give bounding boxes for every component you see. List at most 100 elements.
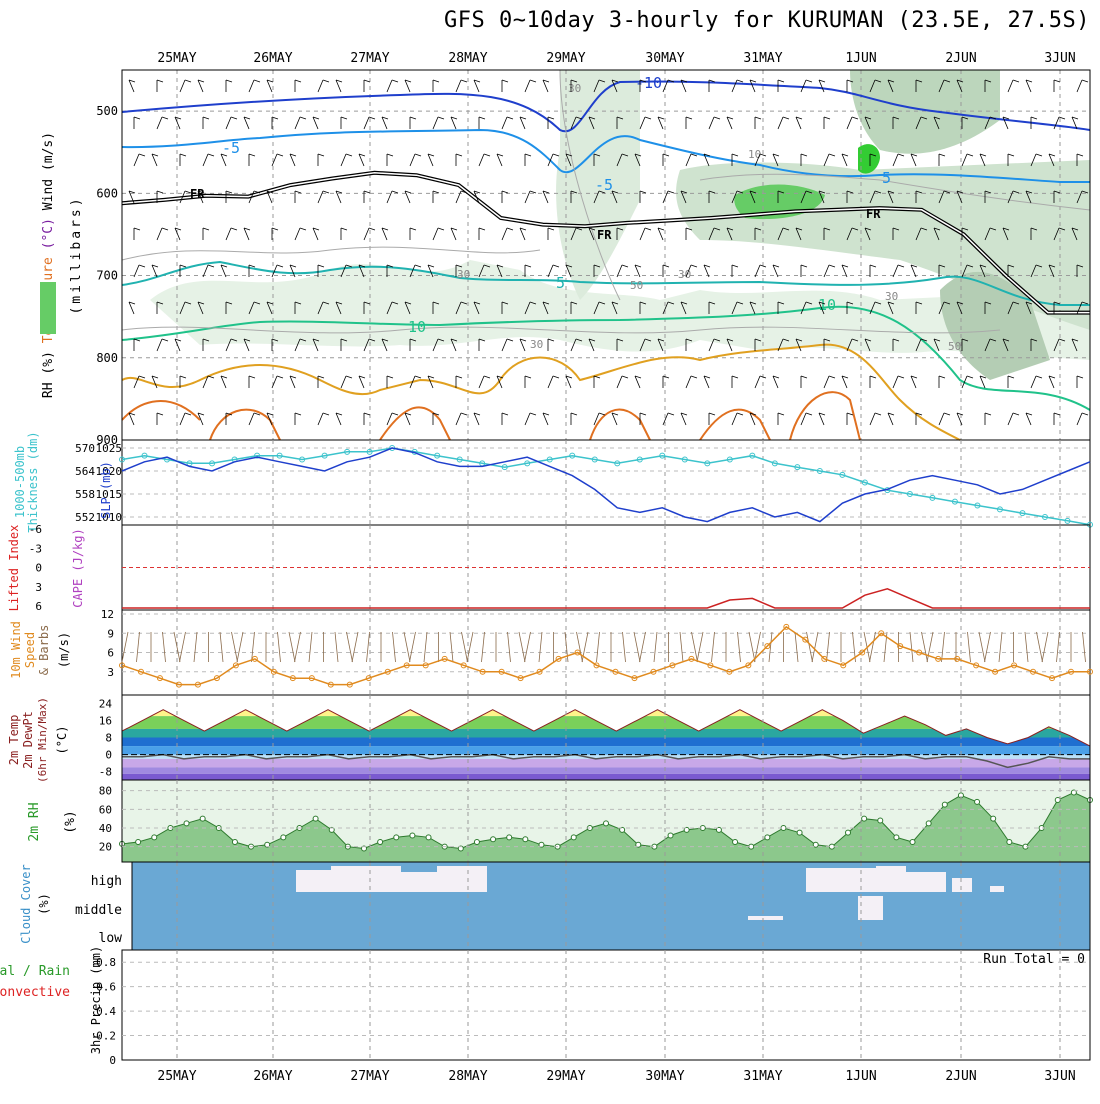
wind-barb-flag	[777, 79, 785, 83]
wind-barb	[1002, 227, 1009, 241]
rh-marker	[151, 834, 158, 841]
wind-barb	[961, 264, 968, 278]
wind-barb	[248, 190, 255, 204]
wind-barb	[266, 79, 273, 93]
wind-barb	[317, 190, 324, 204]
wind-barb	[869, 301, 876, 315]
rh-marker	[764, 834, 771, 841]
rh-marker	[990, 815, 997, 822]
wind-barb-10m	[622, 631, 626, 663]
wind-barb-flag	[667, 412, 675, 416]
wind-barb	[1076, 190, 1083, 204]
wind-barb	[611, 412, 618, 426]
wind-barb	[938, 79, 945, 93]
wind-barb	[639, 338, 646, 352]
wind-barb-flag	[381, 338, 389, 342]
wind-barb	[938, 301, 945, 315]
wind-barb-flag	[662, 375, 670, 379]
wind-barb-10m	[794, 631, 799, 663]
wind-barb-flag	[340, 338, 348, 342]
wind-barb-flag	[184, 190, 192, 194]
wind-barb	[680, 301, 687, 315]
wind-barb-flag	[759, 264, 767, 268]
wind-barb-flag	[616, 116, 624, 120]
wind-barb-flag	[818, 79, 826, 83]
wind-barb	[358, 264, 365, 278]
wind-barb-flag	[253, 412, 261, 416]
wind-speed-line-marker	[650, 668, 657, 675]
wind-speed-line-marker	[897, 643, 904, 650]
wind-barb	[1053, 227, 1060, 241]
wind-barb-flag	[1058, 116, 1066, 120]
wind-barb-flag	[404, 79, 412, 83]
wind-barb-flag	[644, 227, 652, 231]
wind-barb	[294, 338, 301, 352]
wind-speed-line-marker	[384, 668, 391, 675]
wind-barb-flag	[892, 338, 900, 342]
wind-speed-line-marker	[119, 662, 125, 669]
wind-barb-flag	[432, 79, 440, 83]
slp-line	[121, 447, 1091, 523]
wind-speed-line-marker	[270, 668, 277, 675]
wind-barb-flag	[1035, 153, 1043, 157]
wind-barb-flag	[473, 190, 481, 194]
temp-ytick: -8	[99, 766, 112, 779]
wind-barb-flag	[552, 375, 560, 379]
wind-barb-flag	[915, 412, 923, 416]
wind-barb-flag	[1002, 116, 1010, 120]
cloud-gap	[906, 872, 946, 892]
wind-barb-flag	[506, 227, 514, 231]
wind-barb-flag	[800, 153, 808, 157]
wind-barb	[956, 190, 963, 204]
rh-marker	[941, 801, 948, 808]
wind-barb-flag	[542, 190, 550, 194]
wind-barb	[772, 264, 779, 278]
wind-barb-flag	[253, 301, 261, 305]
wind-ylabel-1: 10m Wind	[9, 621, 23, 679]
contour-label: 10	[748, 148, 761, 161]
wind-barb	[1048, 375, 1055, 389]
wind-barb-flag	[1012, 79, 1020, 83]
wind-barb-flag	[253, 79, 261, 83]
upper-ylabel-main: RH (%) Temperature (°C) Wind (m/s)	[41, 132, 56, 398]
wind-barb	[800, 79, 807, 93]
wind-barb	[1048, 264, 1055, 278]
cloud-gap	[952, 878, 972, 892]
wind-barb	[547, 153, 554, 167]
wind-speed-line-marker	[327, 681, 334, 688]
wind-barb-flag	[128, 301, 136, 305]
rh-marker	[925, 820, 932, 827]
wind-barb	[427, 153, 434, 167]
wind-barb	[1071, 338, 1078, 352]
wind-barb-10m	[768, 631, 773, 663]
wind-barb-flag	[915, 79, 923, 83]
wind-barb	[961, 375, 968, 389]
wind-barb-flag	[892, 116, 900, 120]
rh-shade-dark	[940, 271, 1050, 380]
wind-speed-line-marker	[175, 681, 182, 688]
wind-barb-flag	[151, 153, 159, 157]
wind-barb-flag	[496, 375, 504, 379]
wind-barb-flag	[202, 116, 210, 120]
temp-band	[122, 728, 1090, 738]
wind-barb	[340, 264, 347, 278]
wind-barb	[915, 227, 922, 241]
wind-barb	[266, 190, 273, 204]
wind-barb-flag	[1071, 116, 1079, 120]
wind-barb-flag	[984, 301, 992, 305]
wind-barb	[910, 375, 917, 389]
wind-speed-line	[121, 625, 1090, 686]
wind-speed-line-marker	[308, 675, 315, 682]
wind-barb	[496, 375, 503, 389]
wind-barb-flag	[519, 227, 527, 231]
wind-barb-flag	[542, 301, 550, 305]
wind-barb	[1002, 338, 1009, 352]
wind-barb-flag	[910, 264, 918, 268]
wind-barb-10m	[639, 631, 646, 663]
rh-marker	[1070, 789, 1077, 796]
wind-barb-10m	[921, 631, 928, 663]
contour-label: 30	[678, 268, 691, 281]
wind-barb-flag	[598, 412, 606, 416]
wind-barb	[800, 190, 807, 204]
wind-barb-flag	[1035, 264, 1043, 268]
